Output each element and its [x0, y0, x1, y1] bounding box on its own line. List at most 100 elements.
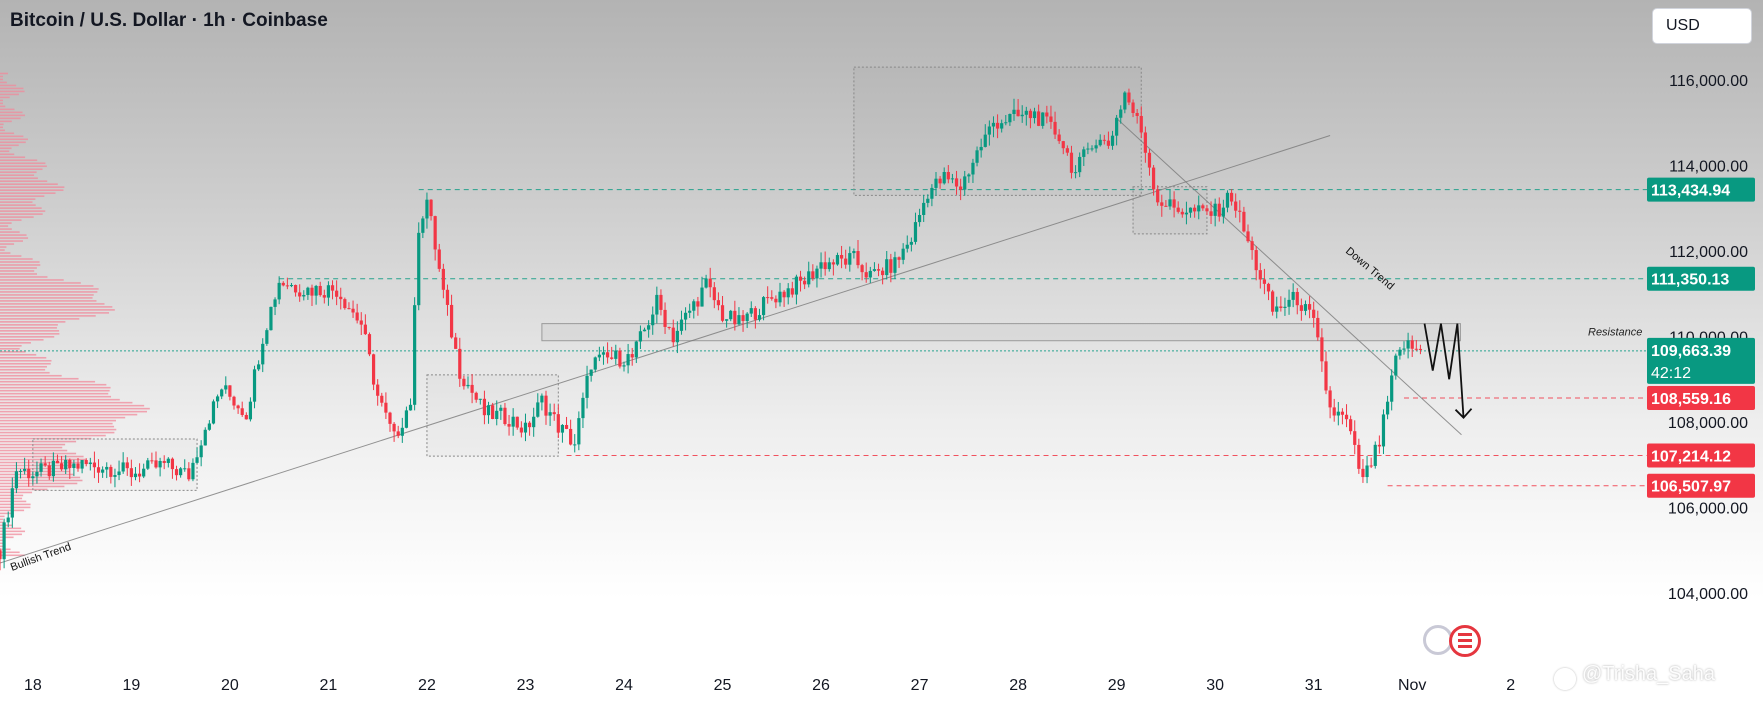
candle-body — [1295, 291, 1299, 306]
volume-profile-bar — [0, 485, 65, 488]
candle-body — [1188, 207, 1193, 213]
candle-body — [626, 354, 630, 366]
candle-body — [569, 428, 573, 445]
candle-body — [92, 462, 97, 468]
candle-body — [1307, 304, 1312, 310]
candle-body — [503, 407, 507, 425]
price-badge-support — [1647, 443, 1755, 468]
flag-icon — [1449, 625, 1481, 657]
volume-profile-bar — [0, 207, 42, 209]
candle-body — [437, 249, 441, 269]
candle-body — [1213, 203, 1217, 216]
candle-body — [363, 324, 367, 335]
candle-body — [1349, 419, 1353, 432]
chart-title: Bitcoin / U.S. Dollar · 1h · Coinbase — [10, 10, 328, 31]
candle-body — [1390, 375, 1394, 402]
volume-profile-bar — [0, 551, 20, 554]
candle-body — [491, 405, 495, 419]
candle-body — [1156, 189, 1160, 203]
candle-body — [737, 315, 741, 325]
candle-body — [1394, 355, 1398, 376]
volume-profile-bar — [0, 315, 96, 317]
candle-body — [839, 255, 844, 259]
candle-body — [872, 269, 877, 271]
candle-body — [618, 350, 622, 367]
candle-body — [380, 395, 384, 403]
candle-body — [18, 470, 23, 472]
candle-body — [474, 392, 478, 400]
candle-body — [170, 458, 175, 470]
candle-body — [745, 313, 749, 322]
candle-body — [1049, 116, 1053, 122]
candle-body — [285, 285, 289, 287]
candle-body — [445, 289, 450, 305]
projection-arrow-head — [1454, 408, 1473, 419]
candle-body — [1057, 134, 1061, 142]
volume-profile-bar — [0, 261, 40, 263]
candle-body — [1418, 348, 1423, 350]
candle-body — [23, 468, 27, 471]
consolidation-box — [32, 438, 198, 491]
candle-body — [1209, 211, 1213, 216]
candle-body — [1184, 212, 1189, 215]
x-tick-label: 20 — [221, 677, 239, 694]
candle-body — [761, 297, 766, 316]
candle-body — [1078, 156, 1082, 173]
x-tick-label: 18 — [24, 677, 42, 694]
candle-body — [133, 473, 138, 478]
volume-profile-bar — [0, 297, 93, 299]
candle-body — [573, 444, 577, 446]
volume-profile-bar — [0, 276, 48, 278]
volume-profile-bar — [0, 93, 19, 96]
candle-body — [1246, 231, 1250, 242]
candle-body — [622, 365, 626, 367]
volume-profile-bar — [0, 431, 115, 434]
watermark-logo-icon — [1423, 625, 1487, 657]
candle-body — [413, 305, 417, 405]
volume-profile-bar — [0, 470, 70, 473]
candle-body — [384, 402, 388, 413]
candle-body — [400, 427, 404, 436]
candle-body — [642, 329, 647, 332]
currency-button[interactable]: USD — [1652, 8, 1752, 44]
candle-body — [1008, 114, 1012, 123]
candle-body — [913, 222, 918, 242]
candle-body — [1037, 111, 1041, 126]
volume-profile-bar — [0, 216, 34, 218]
volume-profile-bar — [0, 368, 46, 371]
watermark-text: @Trisha_Saha — [1582, 663, 1715, 685]
candle-body — [1316, 317, 1320, 338]
candle-body — [1262, 279, 1267, 284]
candle-body — [1357, 444, 1361, 469]
volume-profile-bar — [0, 309, 115, 311]
candle-body — [507, 424, 511, 427]
candle-body — [577, 418, 581, 445]
candle-body — [1131, 102, 1135, 113]
candle-body — [1365, 465, 1369, 478]
candle-body — [404, 410, 409, 428]
candle-body — [68, 459, 72, 469]
candle-body — [556, 414, 560, 433]
candle-body — [142, 468, 146, 477]
volume-profile-bar — [0, 312, 110, 314]
candle-body — [901, 248, 905, 260]
y-tick-label: 116,000.00 — [1669, 73, 1748, 90]
candle-body — [700, 287, 704, 307]
candle-body — [1299, 305, 1303, 311]
candle-body — [733, 310, 737, 325]
candle-body — [1234, 201, 1238, 211]
candle-body — [610, 357, 614, 359]
volume-profile-bar — [0, 255, 22, 257]
projection-path — [1423, 323, 1465, 418]
candle-body — [335, 290, 339, 297]
candle-body — [778, 291, 782, 303]
candle-body — [1090, 148, 1094, 150]
volume-profile-bar — [0, 123, 4, 126]
x-tick-label: 21 — [320, 677, 338, 694]
y-tick-label: 106,000.00 — [1668, 500, 1748, 517]
candle-body — [704, 278, 708, 288]
x-tick-label: 30 — [1206, 677, 1224, 694]
at-sign-icon — [1554, 668, 1576, 690]
